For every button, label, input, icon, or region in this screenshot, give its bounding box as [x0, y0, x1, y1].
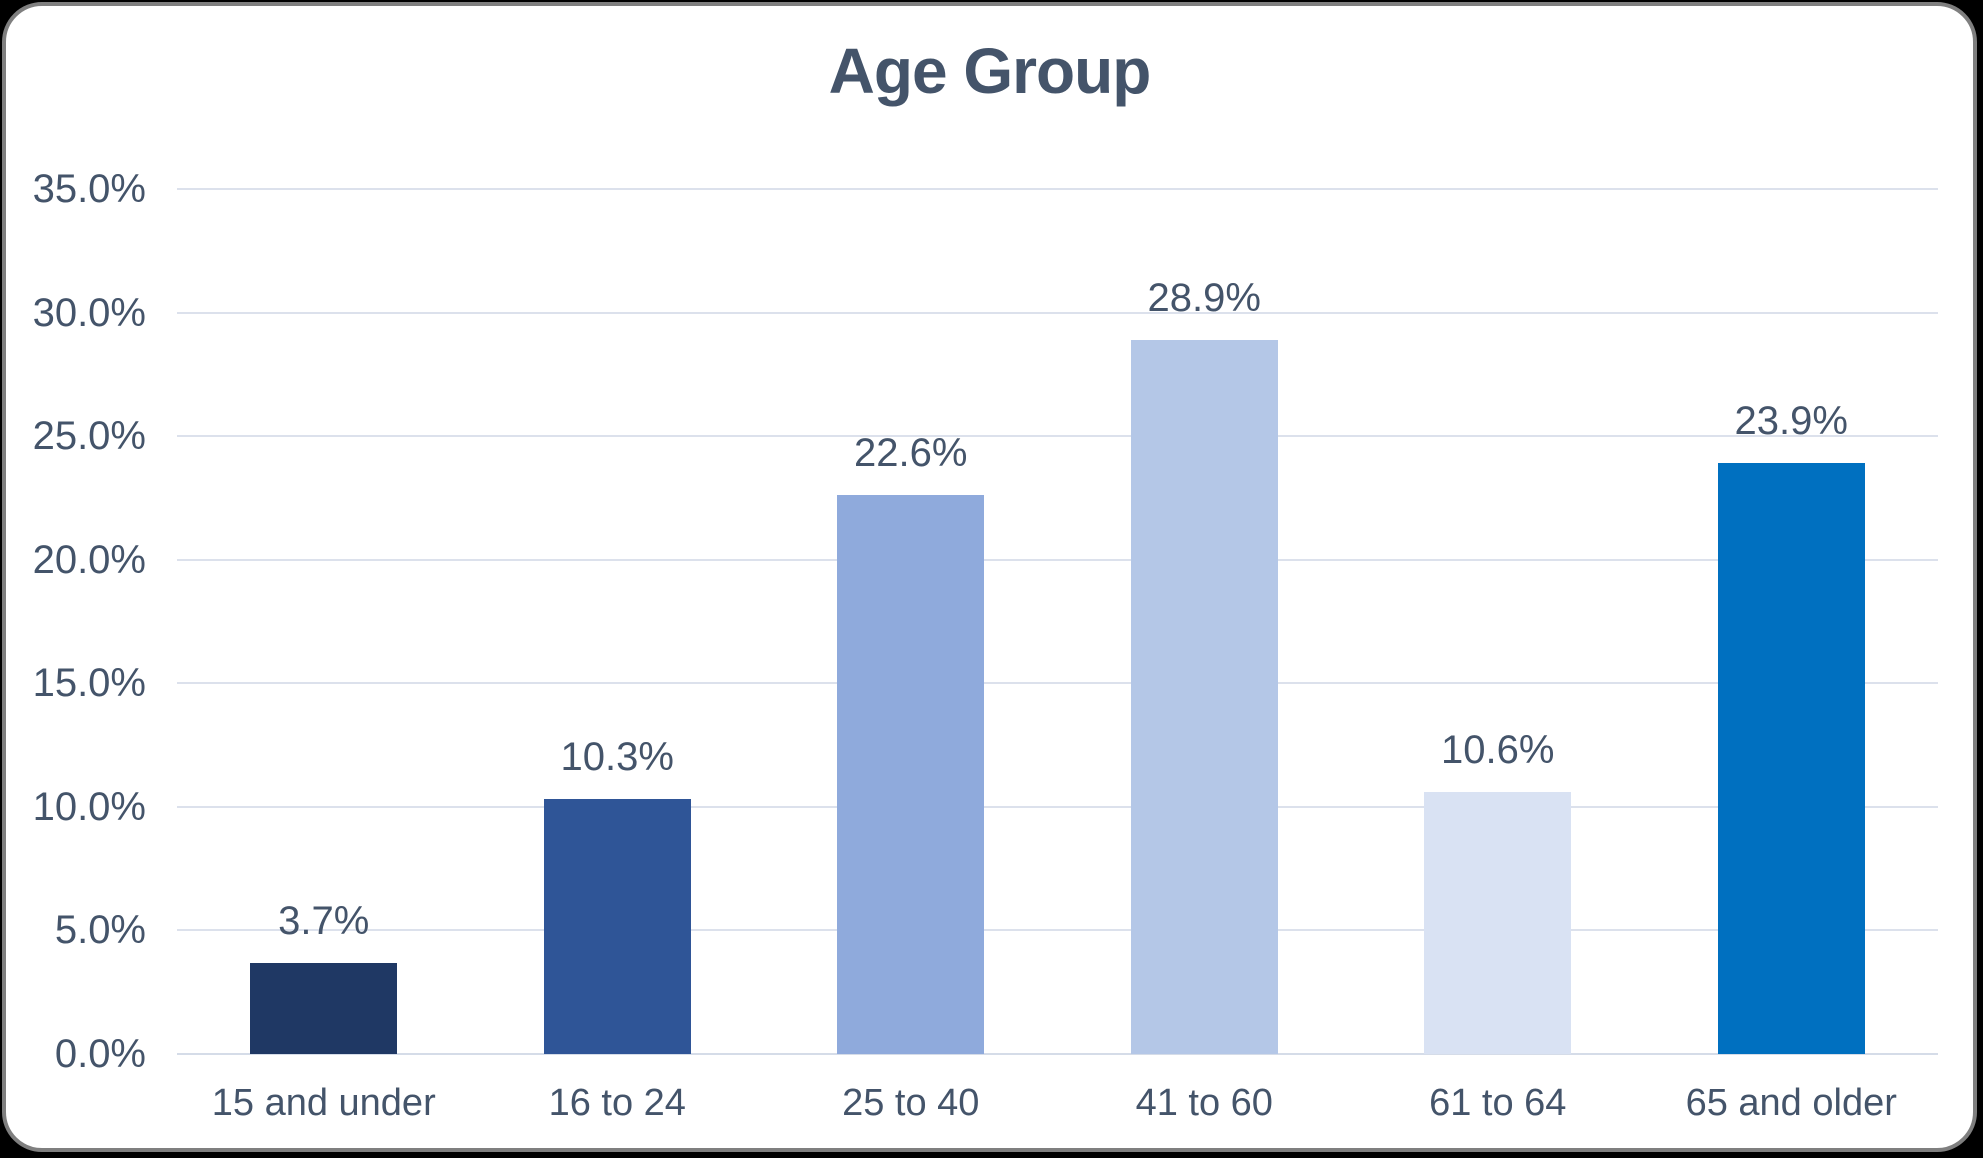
bar-data-label: 22.6% [854, 431, 968, 476]
bar-data-label: 3.7% [278, 898, 370, 943]
bar-data-label: 10.6% [1441, 728, 1555, 773]
bar-data-label: 10.3% [560, 735, 674, 780]
plot-area: 3.7% 10.3% 22.6% 28.9% 10.6% 23.9% [177, 188, 1938, 1055]
y-axis-tick-label: 10.0% [32, 784, 146, 829]
x-axis-category-label: 65 and older [1685, 1082, 1897, 1124]
gridline [177, 311, 1938, 314]
bar-data-label: 23.9% [1734, 399, 1848, 444]
y-axis-tick-label: 35.0% [32, 167, 146, 211]
chart-title: Age Group [828, 35, 1152, 107]
gridline [177, 929, 1938, 932]
gridline [177, 682, 1938, 685]
gridline [177, 435, 1938, 438]
bar [1717, 463, 1865, 1054]
x-axis-line [177, 1053, 1938, 1055]
x-axis-category-label: 61 to 64 [1429, 1082, 1567, 1124]
bar [543, 799, 691, 1054]
bar [1130, 339, 1278, 1054]
gridline [177, 805, 1938, 808]
x-axis-category-label: 41 to 60 [1135, 1082, 1273, 1124]
bar-data-label: 28.9% [1147, 275, 1261, 320]
x-axis-category-label: 15 and under [211, 1082, 436, 1124]
y-axis-tick-label: 30.0% [32, 290, 146, 335]
bar [250, 962, 398, 1054]
y-axis-tick-label: 5.0% [54, 908, 146, 953]
bar [837, 495, 985, 1054]
gridline [177, 188, 1938, 190]
y-axis-tick-label: 0.0% [54, 1032, 146, 1076]
x-axis-category-label: 25 to 40 [842, 1082, 980, 1124]
x-axis-category-label: 16 to 24 [548, 1082, 686, 1124]
y-axis-tick-label: 20.0% [32, 537, 146, 582]
gridline [177, 558, 1938, 561]
bar [1424, 792, 1572, 1054]
y-axis-tick-label: 15.0% [32, 661, 146, 706]
y-axis-tick-label: 25.0% [32, 414, 146, 459]
